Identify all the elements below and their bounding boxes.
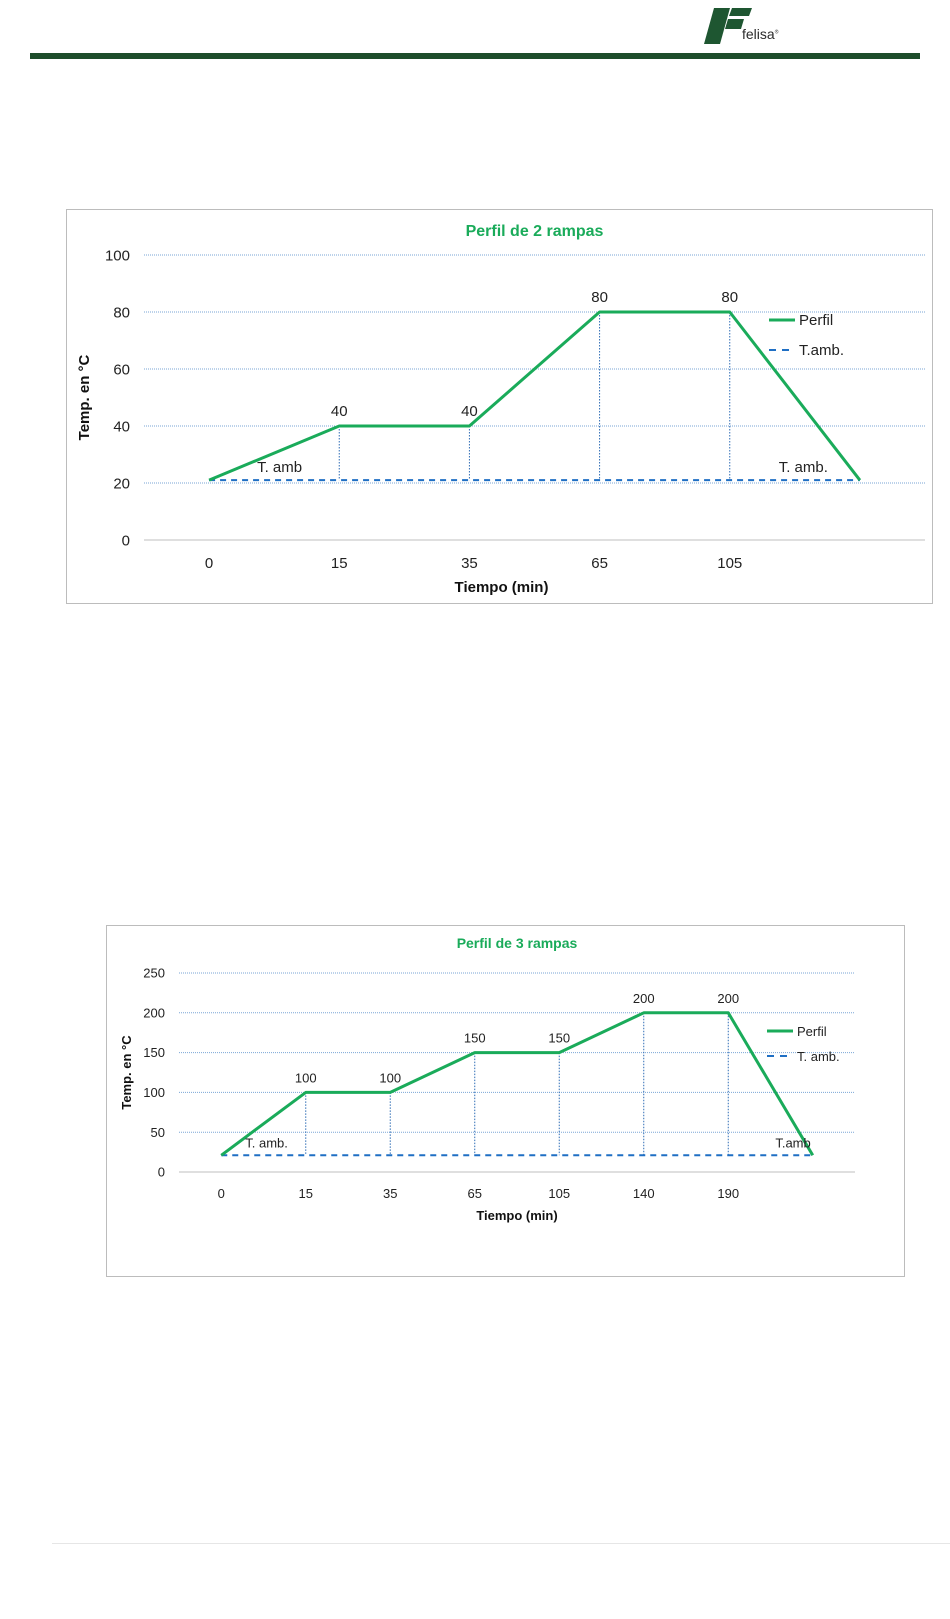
chart-title: Perfil de 3 rampas bbox=[457, 935, 578, 951]
y-tick-label: 150 bbox=[143, 1045, 165, 1060]
chart-svg: Perfil de 2 rampas 0 20 40 60 80 100 0 15 35 65 105… bbox=[76, 223, 925, 596]
y-tick-label: 0 bbox=[158, 1165, 165, 1180]
annotation-label: T. amb bbox=[257, 459, 302, 476]
legend-label-t-amb: T.amb. bbox=[799, 342, 844, 359]
felisa-logo-icon bbox=[704, 8, 752, 44]
y-tick-label: 60 bbox=[113, 361, 130, 378]
chart-perfil-2-rampas: Perfil de 2 rampas 0 20 40 60 80 100 0 15 35 65 105… bbox=[66, 209, 933, 604]
y-tick-label: 100 bbox=[105, 247, 130, 264]
data-label: 40 bbox=[331, 403, 348, 420]
legend-label-perfil: Perfil bbox=[799, 312, 833, 329]
x-tick-label: 0 bbox=[218, 1186, 225, 1201]
data-label: 150 bbox=[464, 1031, 486, 1046]
x-axis-label: Tiempo (min) bbox=[476, 1208, 557, 1223]
brand-name: felisa® bbox=[742, 26, 779, 42]
data-label: 40 bbox=[461, 403, 478, 420]
x-tick-label: 190 bbox=[717, 1186, 739, 1201]
y-tick-label: 80 bbox=[113, 304, 130, 321]
x-tick-label: 15 bbox=[299, 1186, 313, 1201]
chart-svg: Perfil de 3 rampas 0 50 100 150 200 250 0 15 35 65… bbox=[119, 935, 855, 1223]
annotation-label: T.amb bbox=[775, 1135, 810, 1150]
legend-label-perfil: Perfil bbox=[797, 1024, 827, 1039]
data-label: 100 bbox=[295, 1070, 317, 1085]
x-tick-label: 35 bbox=[461, 555, 478, 572]
page-header: felisa® bbox=[0, 0, 950, 70]
data-label: 200 bbox=[633, 991, 655, 1006]
chart-perfil-3-rampas: Perfil de 3 rampas 0 50 100 150 200 250 0 15 35 65… bbox=[106, 925, 905, 1277]
x-tick-label: 65 bbox=[591, 555, 608, 572]
header-divider bbox=[30, 53, 920, 59]
y-tick-label: 100 bbox=[143, 1085, 165, 1100]
annotation-label: T. amb. bbox=[779, 459, 828, 476]
x-tick-label: 0 bbox=[205, 555, 213, 572]
y-tick-label: 40 bbox=[113, 418, 130, 435]
data-label: 200 bbox=[717, 991, 739, 1006]
x-tick-label: 65 bbox=[468, 1186, 482, 1201]
data-label: 150 bbox=[548, 1031, 570, 1046]
x-tick-label: 140 bbox=[633, 1186, 655, 1201]
y-axis-label: Temp. en °C bbox=[119, 1035, 134, 1110]
x-axis-label: Tiempo (min) bbox=[455, 579, 549, 596]
y-tick-label: 200 bbox=[143, 1005, 165, 1020]
series-line-perfil bbox=[208, 310, 862, 482]
series-line-perfil bbox=[220, 1011, 815, 1157]
chart-title: Perfil de 2 rampas bbox=[466, 223, 604, 240]
data-label: 80 bbox=[591, 289, 608, 306]
x-tick-label: 15 bbox=[331, 555, 348, 572]
x-tick-label: 105 bbox=[548, 1186, 570, 1201]
y-tick-label: 0 bbox=[122, 532, 130, 549]
y-tick-label: 20 bbox=[113, 475, 130, 492]
y-tick-label: 50 bbox=[151, 1125, 165, 1140]
data-label: 80 bbox=[721, 289, 738, 306]
legend-label-t-amb: T. amb. bbox=[797, 1049, 840, 1064]
footer-divider bbox=[52, 1543, 950, 1544]
y-axis-label: Temp. en °C bbox=[76, 354, 93, 440]
x-tick-label: 105 bbox=[717, 555, 742, 572]
annotation-label: T. amb. bbox=[245, 1135, 288, 1150]
data-label: 100 bbox=[379, 1070, 401, 1085]
x-tick-label: 35 bbox=[383, 1186, 397, 1201]
y-tick-label: 250 bbox=[143, 966, 165, 981]
